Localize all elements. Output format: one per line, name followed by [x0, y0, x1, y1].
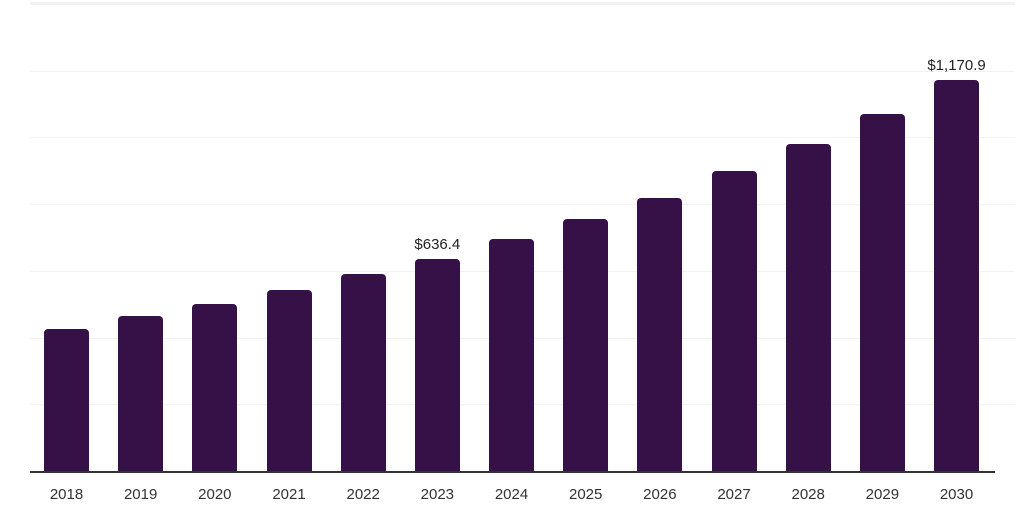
bar-2025[interactable]	[563, 218, 609, 471]
bar-2028[interactable]	[785, 144, 831, 471]
value-label-2030: $1,170.9	[927, 57, 986, 75]
x-tick-2024: 2024	[494, 486, 529, 503]
x-axis-line	[30, 471, 995, 473]
x-tick-2020: 2020	[198, 486, 232, 503]
x-tick-2018: 2018	[49, 486, 84, 503]
x-tick-2023: 2023	[420, 486, 455, 503]
x-tick-2026: 2026	[643, 486, 677, 503]
bar-2021[interactable]	[266, 290, 312, 471]
x-tick-2022: 2022	[346, 486, 380, 503]
x-tick-2025: 2025	[569, 486, 603, 503]
bar-2024[interactable]	[489, 239, 535, 471]
bar-2026[interactable]	[637, 197, 683, 471]
bar-2023[interactable]	[414, 258, 460, 471]
x-tick-2028: 2028	[791, 486, 825, 503]
x-tick-2027: 2027	[717, 486, 751, 503]
bar-2030[interactable]	[934, 80, 980, 471]
x-tick-2021: 2021	[272, 486, 306, 503]
bar-2029[interactable]	[859, 114, 905, 471]
bar-2019[interactable]	[118, 315, 164, 471]
gridline-1400	[30, 2, 1015, 5]
gridline-1200	[30, 70, 1015, 72]
bar-2022[interactable]	[340, 274, 386, 471]
x-tick-2019: 2019	[123, 486, 158, 503]
x-tick-2029: 2029	[865, 486, 900, 503]
value-label-2023: $636.4	[414, 235, 461, 253]
bar-2027[interactable]	[711, 170, 757, 471]
bar-2018[interactable]	[44, 328, 89, 471]
bar-2020[interactable]	[192, 304, 238, 471]
x-tick-2030: 2030	[939, 486, 974, 503]
